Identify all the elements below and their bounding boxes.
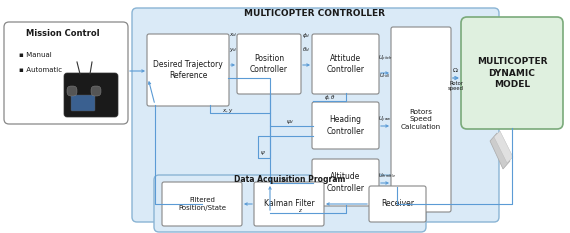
FancyBboxPatch shape — [391, 27, 451, 212]
Polygon shape — [494, 131, 513, 163]
Text: ▪: ▪ — [18, 52, 23, 58]
Text: Rotors
Speed
Calculation: Rotors Speed Calculation — [401, 109, 441, 130]
Text: Data Acquisition Program: Data Acquisition Program — [234, 175, 345, 184]
Text: Desired Trajectory
Reference: Desired Trajectory Reference — [153, 60, 223, 80]
FancyBboxPatch shape — [312, 159, 379, 206]
Text: $x_d$: $x_d$ — [229, 31, 237, 39]
FancyBboxPatch shape — [254, 182, 324, 226]
Text: $\theta_d$: $\theta_d$ — [302, 45, 310, 55]
Text: Altitude
Controller: Altitude Controller — [327, 172, 364, 192]
FancyBboxPatch shape — [147, 34, 229, 106]
Text: $U_{yaw}$: $U_{yaw}$ — [378, 115, 392, 125]
FancyBboxPatch shape — [312, 34, 379, 94]
Polygon shape — [490, 133, 510, 169]
FancyBboxPatch shape — [4, 22, 128, 124]
FancyBboxPatch shape — [162, 182, 242, 226]
FancyBboxPatch shape — [132, 8, 499, 222]
Text: $U_{pitch}$: $U_{pitch}$ — [377, 54, 392, 64]
Text: $\Omega_i$: $\Omega_i$ — [452, 67, 460, 75]
Text: $\phi_d$: $\phi_d$ — [302, 31, 310, 40]
FancyBboxPatch shape — [237, 34, 301, 94]
Text: Filtered
Position/State: Filtered Position/State — [178, 197, 226, 211]
Text: MULTICOPTER CONTROLLER: MULTICOPTER CONTROLLER — [245, 8, 385, 17]
FancyBboxPatch shape — [67, 86, 77, 96]
FancyBboxPatch shape — [369, 186, 426, 222]
Text: $\psi_d$: $\psi_d$ — [286, 118, 294, 126]
Text: $z$: $z$ — [298, 208, 303, 215]
Text: Attitude
Controller: Attitude Controller — [327, 54, 364, 74]
Text: Kalman Filter: Kalman Filter — [264, 199, 314, 209]
FancyBboxPatch shape — [64, 73, 118, 117]
Text: Rotor
speed: Rotor speed — [448, 81, 464, 91]
FancyBboxPatch shape — [461, 17, 563, 129]
Text: Receiver: Receiver — [381, 199, 414, 209]
FancyBboxPatch shape — [71, 95, 95, 111]
FancyBboxPatch shape — [154, 175, 426, 232]
Text: Automatic: Automatic — [24, 67, 62, 73]
Text: $U_{throttle}$: $U_{throttle}$ — [378, 171, 396, 180]
Text: MULTICOPTER
DYNAMIC
MODEL: MULTICOPTER DYNAMIC MODEL — [477, 57, 547, 89]
Text: Manual: Manual — [24, 52, 52, 58]
Text: $\phi, \theta$: $\phi, \theta$ — [324, 93, 336, 103]
FancyBboxPatch shape — [91, 86, 101, 96]
Text: ▪: ▪ — [18, 67, 23, 73]
Text: $U_{roll}$: $U_{roll}$ — [379, 72, 391, 80]
Text: $y_d$: $y_d$ — [229, 46, 237, 54]
Text: Heading
Controller: Heading Controller — [327, 115, 364, 136]
Text: Position
Controller: Position Controller — [250, 54, 288, 74]
Text: $\psi$: $\psi$ — [260, 149, 266, 157]
Text: $z_d$: $z_d$ — [282, 176, 288, 184]
FancyBboxPatch shape — [312, 102, 379, 149]
Text: $x, y$: $x, y$ — [222, 107, 234, 115]
Text: Mission Control: Mission Control — [26, 28, 100, 38]
